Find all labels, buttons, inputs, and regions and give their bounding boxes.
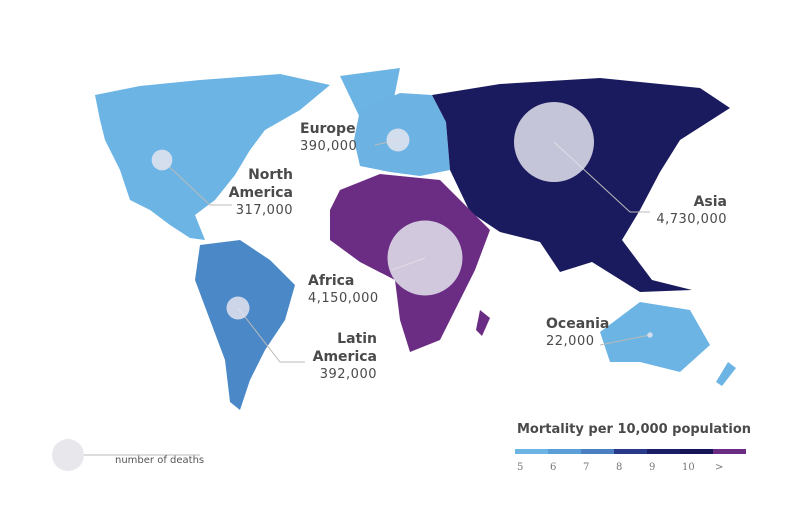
leader-line [161, 159, 232, 206]
region-name: Asia [693, 194, 727, 210]
size-legend-circle [52, 439, 84, 471]
region-deaths: 4,730,000 [656, 212, 727, 227]
legend-swatch [614, 449, 647, 454]
region-name: Oceania [546, 316, 610, 332]
legend-swatch [713, 449, 746, 454]
region-shape [195, 240, 295, 410]
legend-title: Mortality per 10,000 population [517, 422, 752, 437]
region-label: Latin America 392,000 [297, 330, 377, 384]
legend-swatch [581, 449, 614, 454]
region-shape [476, 310, 490, 336]
region-label: Asia 4,730,000 [620, 193, 727, 229]
region-label: Africa 4,150,000 [308, 272, 398, 308]
legend-swatch [680, 449, 713, 454]
region-shape [716, 362, 736, 386]
region-label: Oceania 22,000 [546, 315, 636, 351]
region-shape [600, 302, 710, 372]
legend-swatch [548, 449, 581, 454]
legend-tick-label: > [715, 462, 724, 473]
legend-swatch [515, 449, 548, 454]
region-name: Europe [300, 121, 356, 137]
region-deaths: 317,000 [235, 203, 293, 218]
leader-line [237, 307, 305, 363]
death-bubble [387, 220, 463, 296]
region-name: Latin America [312, 331, 377, 365]
legend-tick-label: 10 [682, 462, 695, 473]
region-name: Africa [308, 273, 355, 289]
legend-tick-label: 7 [583, 462, 590, 473]
region-deaths: 390,000 [300, 139, 358, 154]
region-label: North America 317,000 [213, 166, 293, 220]
continents [95, 68, 736, 410]
legend-tick-label: 9 [649, 462, 656, 473]
region-shape [432, 78, 730, 292]
region-label: Europe 390,000 [300, 120, 390, 156]
region-name: North America [228, 167, 293, 201]
bubbles [151, 102, 653, 338]
legend-tick-label: 5 [517, 462, 524, 473]
death-bubble [514, 102, 594, 182]
region-shape [95, 74, 330, 240]
region-deaths: 22,000 [546, 334, 595, 349]
size-legend-label: number of deaths [115, 455, 205, 466]
legend-tick-label: 8 [616, 462, 623, 473]
death-bubble [386, 128, 410, 152]
leader-line [599, 334, 651, 346]
legend-swatch [647, 449, 680, 454]
death-bubble [226, 296, 250, 320]
region-deaths: 392,000 [319, 367, 377, 382]
death-bubble [647, 332, 653, 338]
legend-tick-label: 6 [550, 462, 557, 473]
death-bubble [151, 149, 173, 171]
region-deaths: 4,150,000 [308, 291, 379, 306]
